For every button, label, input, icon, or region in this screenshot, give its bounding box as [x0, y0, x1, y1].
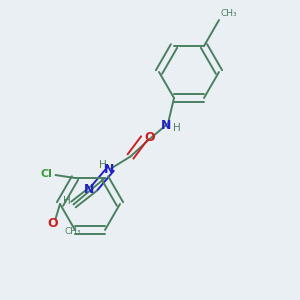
- Text: N: N: [161, 119, 172, 132]
- Text: O: O: [47, 217, 58, 230]
- Text: O: O: [144, 131, 155, 144]
- Text: CH₃: CH₃: [220, 9, 237, 18]
- Text: N: N: [104, 164, 115, 176]
- Text: H: H: [63, 196, 71, 206]
- Text: N: N: [84, 183, 94, 196]
- Text: Cl: Cl: [40, 169, 52, 179]
- Text: H: H: [172, 123, 180, 133]
- Text: H: H: [99, 160, 106, 170]
- Text: CH₃: CH₃: [64, 226, 81, 236]
